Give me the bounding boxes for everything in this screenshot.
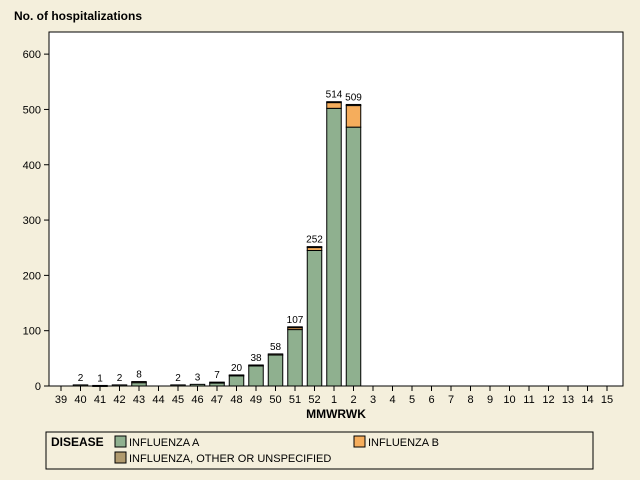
y-tick-label: 500 [23,104,41,116]
y-tick-label: 400 [23,160,41,172]
bar-segment [170,384,186,387]
bar-segment [228,374,245,377]
x-axis-title: MMWRWK [306,407,366,421]
x-tick-label: 5 [409,394,415,406]
bar-total-label: 7 [214,370,220,381]
bar-segment [345,126,362,387]
bar-segment [306,249,323,387]
x-tick-label: 41 [94,394,106,406]
x-tick-label: 49 [250,394,262,406]
bar-total-label: 2 [78,373,84,384]
x-tick-label: 2 [350,394,356,406]
x-tick-label: 1 [331,394,337,406]
bar-total-label: 20 [231,363,243,374]
bar-segment [287,329,303,387]
x-tick-label: 51 [289,394,301,406]
legend-box [45,431,594,470]
x-tick-label: 15 [601,394,613,406]
bar-total-label: 2 [175,373,181,384]
bar-segment [72,384,89,387]
bar-total-label: 2 [117,373,123,384]
x-tick-label: 7 [448,394,454,406]
bar-total-label: 58 [270,342,282,353]
data-labels: 2 1 2 8 2 3 7 20 38 58 107 252 514 509 [78,90,363,385]
x-tick-label: 4 [389,394,395,406]
y-tick-label: 100 [23,326,41,338]
bar-segment [326,107,342,387]
y-tick-label: 600 [23,49,41,61]
y-tick-label: 300 [23,215,41,227]
x-tick-label: 43 [133,394,145,406]
x-tick-label: 47 [211,394,223,406]
x-tick-label: 40 [74,394,86,406]
x-tick-label: 14 [581,394,593,406]
x-tick-label: 13 [562,394,574,406]
bar-total-label: 1 [97,373,103,384]
legend-label: INFLUENZA B [368,437,439,449]
x-tick-label: 9 [487,394,493,406]
bar-segment [111,384,128,387]
x-axis: 39 40 41 42 43 44 45 46 47 48 49 50 51 52 1 2 3 4 5 6 7 8 9 10 1… [55,386,613,406]
bar-segment [228,374,245,387]
bar-segment [209,381,225,384]
legend-swatch [114,435,127,448]
legend-title: DISEASE [51,435,104,449]
bar-total-label: 107 [287,315,304,326]
bar-total-label: 8 [136,370,142,381]
legend-label: INFLUENZA, OTHER OR UNSPECIFIED [129,453,331,465]
x-tick-label: 42 [113,394,125,406]
x-tick-label: 48 [230,394,242,406]
x-tick-label: 12 [542,394,554,406]
bar-segment [248,364,264,367]
bar-segment [267,353,284,356]
x-tick-label: 44 [152,394,164,406]
x-tick-label: 11 [523,394,534,406]
x-tick-label: 50 [269,394,281,406]
y-tick-label: 0 [35,381,41,393]
bar-segment [345,103,362,107]
bar-segment [131,381,147,384]
legend: DISEASE INFLUENZA A INFLUENZA B INFLUENZA,… [45,431,594,470]
bar-total-label: 38 [250,353,262,364]
x-tick-label: 39 [55,394,67,406]
bar-total-label: 514 [326,90,343,101]
legend-label: INFLUENZA A [129,437,200,449]
bar-segment [306,246,323,249]
bar-segment [287,326,303,329]
legend-swatch [353,435,366,448]
x-tick-label: 52 [308,394,320,406]
x-tick-label: 3 [370,394,376,406]
y-axis: 0 100 200 300 400 500 600 [23,49,49,393]
y-tick-label: 200 [23,270,41,282]
x-tick-label: 8 [467,394,473,406]
y-axis-title: No. of hospitalizations [14,9,142,23]
legend-swatch [114,451,127,464]
bar-segment [326,101,342,104]
bar-segment [248,365,264,387]
x-tick-label: 45 [172,394,184,406]
bar-total-label: 252 [306,235,323,246]
bar-segment [345,105,362,128]
x-tick-label: 46 [191,394,203,406]
x-tick-label: 6 [428,394,434,406]
bar-total-label: 509 [345,92,362,103]
bar-segment [189,383,206,387]
x-tick-label: 10 [503,394,515,406]
bar-total-label: 3 [195,372,201,383]
bar-segment [267,354,284,387]
